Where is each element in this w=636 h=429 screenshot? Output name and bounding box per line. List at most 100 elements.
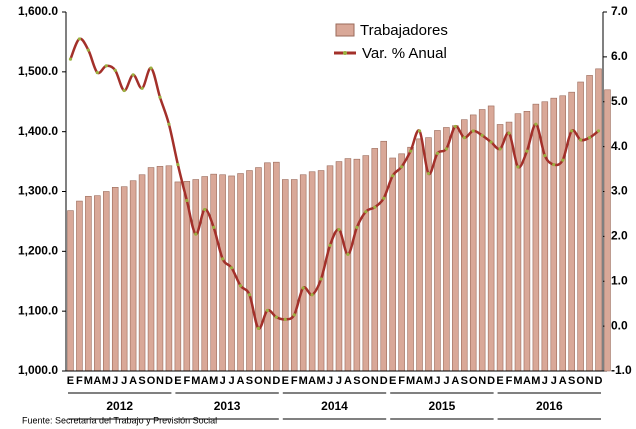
bar: [85, 195, 92, 372]
line-marker: [355, 225, 359, 229]
x-tick-label: O: [254, 375, 263, 387]
bar: [201, 176, 208, 372]
line-marker: [319, 277, 323, 281]
line-marker: [453, 124, 457, 129]
bar: [380, 140, 387, 372]
legend-swatch: [335, 23, 355, 37]
line-marker: [176, 162, 180, 167]
x-tick-label: M: [299, 375, 308, 387]
legend-marker: [343, 51, 347, 55]
line-marker: [122, 88, 126, 93]
x-tick-label: J: [336, 375, 342, 387]
x-tick-label: D: [487, 375, 495, 387]
x-tick-label: J: [229, 375, 235, 387]
line-marker: [328, 243, 332, 247]
x-tick-label: D: [165, 375, 173, 387]
x-tick-label: F: [398, 375, 405, 387]
bar: [210, 173, 217, 372]
bar: [407, 146, 414, 372]
x-tick-label: M: [316, 375, 325, 387]
line-marker: [435, 151, 440, 155]
bar: [353, 158, 361, 372]
x-tick-label: E: [282, 375, 289, 387]
bar: [129, 180, 137, 372]
line-marker: [534, 122, 538, 126]
y-tick-label: 1,000.0: [18, 363, 58, 377]
bar: [103, 191, 110, 372]
x-tick-label: F: [76, 375, 83, 387]
x-tick-label: F: [183, 375, 190, 387]
line-marker: [426, 171, 431, 176]
bar: [156, 166, 164, 372]
year-label: 2013: [214, 399, 241, 413]
x-tick-label: E: [67, 375, 74, 387]
bar: [165, 165, 173, 372]
x-tick-label: O: [576, 375, 585, 387]
bar: [416, 138, 423, 372]
bar: [299, 174, 307, 372]
bar: [76, 200, 83, 372]
x-tick-label: M: [424, 375, 433, 387]
line-marker: [265, 308, 269, 313]
line-marker: [256, 326, 261, 330]
line-marker: [158, 95, 162, 99]
bar: [595, 68, 602, 372]
line-marker: [86, 48, 90, 52]
y2-tick-label: 1.0: [611, 273, 628, 287]
line-marker: [247, 293, 252, 297]
line-marker: [462, 136, 466, 140]
x-tick-label: M: [513, 375, 522, 387]
line-marker: [229, 266, 234, 270]
x-tick-label: S: [461, 375, 468, 387]
y-tick-label: 1,400.0: [18, 124, 58, 138]
x-tick-label: S: [568, 375, 575, 387]
x-tick-label: S: [353, 375, 360, 387]
line-marker: [507, 131, 511, 135]
y2-tick-label: 6.0: [611, 49, 628, 63]
x-tick-label: A: [308, 375, 316, 387]
x-tick-label: M: [406, 375, 415, 387]
x-tick-label: J: [112, 375, 118, 387]
bar: [434, 130, 441, 372]
x-tick-label: O: [147, 375, 156, 387]
year-label: 2015: [429, 399, 456, 413]
x-tick-label: A: [344, 375, 352, 387]
bar: [219, 174, 226, 372]
year-label: 2014: [321, 399, 348, 413]
bar: [120, 186, 128, 372]
line-marker: [68, 57, 73, 61]
x-tick-label: D: [272, 375, 280, 387]
line-marker: [310, 293, 314, 297]
x-tick-label: O: [469, 375, 478, 387]
line-marker: [489, 140, 493, 144]
x-tick-label: S: [138, 375, 145, 387]
bar: [604, 89, 611, 372]
line-marker: [417, 129, 422, 133]
y-tick-label: 1,200.0: [18, 244, 58, 258]
bar: [264, 162, 271, 372]
line-marker: [104, 64, 108, 68]
line-marker: [274, 315, 278, 319]
line-marker: [131, 73, 135, 77]
y-tick-label: 1,100.0: [18, 303, 58, 317]
line-marker: [185, 198, 189, 203]
x-tick-label: D: [595, 375, 603, 387]
line-marker: [140, 86, 144, 90]
bar: [586, 75, 593, 372]
bar: [237, 173, 244, 372]
line-marker: [587, 136, 592, 140]
x-tick-label: N: [478, 375, 486, 387]
bar: [505, 121, 513, 372]
x-tick-label: N: [263, 375, 271, 387]
line-marker: [596, 129, 601, 133]
y-tick-label: 1,500.0: [18, 64, 58, 78]
y2-tick-label: -1.0: [611, 363, 632, 377]
x-tick-label: J: [434, 375, 440, 387]
line-marker: [400, 165, 404, 169]
bar: [469, 114, 477, 372]
bar: [362, 155, 370, 372]
x-tick-label: J: [551, 375, 557, 387]
line-marker: [194, 232, 198, 236]
bar: [398, 153, 405, 372]
line-marker: [480, 133, 484, 138]
